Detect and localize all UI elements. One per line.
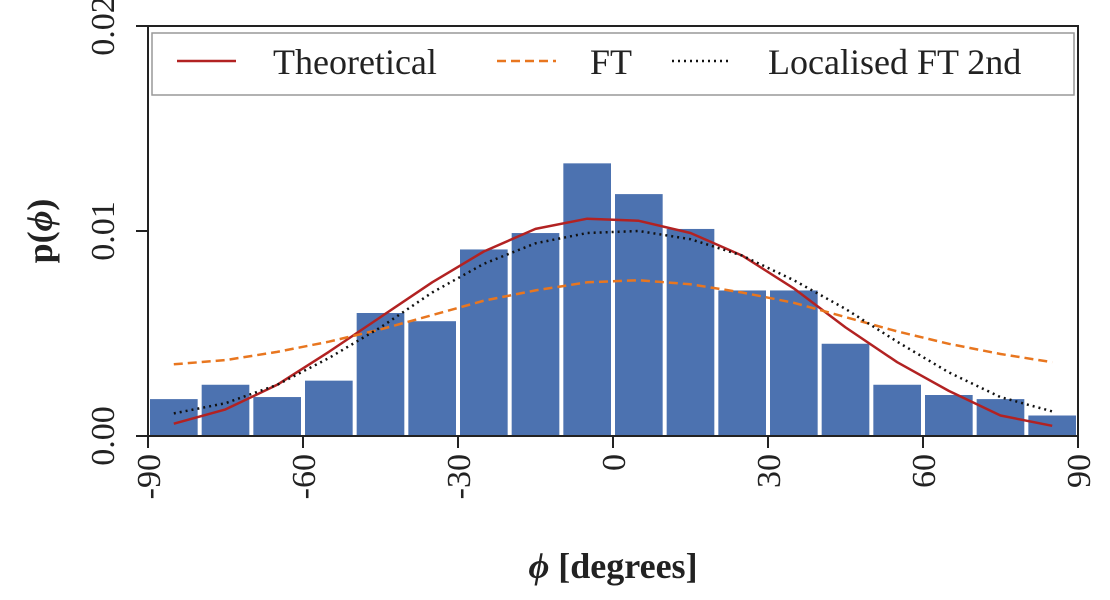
histogram-bar: [821, 343, 870, 436]
y-axis-suffix: ): [20, 199, 60, 211]
y-axis-label: p(ϕ): [20, 199, 60, 264]
x-tick-label: -60: [286, 454, 323, 499]
x-tick-label: 0: [596, 454, 633, 471]
histogram-bar: [511, 233, 560, 436]
histogram-bar: [460, 249, 508, 436]
y-tick-label: 0.02: [85, 0, 122, 56]
histogram-bar: [305, 380, 353, 436]
x-tick-label: 30: [751, 454, 788, 488]
y-axis-symbol: ϕ: [20, 211, 60, 232]
x-tick-label: -30: [441, 454, 478, 499]
histogram-bar: [356, 313, 405, 436]
y-axis-prefix: p(: [20, 231, 60, 263]
histogram-bar: [770, 290, 818, 436]
histogram-bar: [925, 395, 973, 436]
x-tick-label: -90: [131, 454, 168, 499]
histogram-bar: [408, 321, 456, 436]
fit-curves: [173, 217, 1053, 428]
x-axis-unit: [degrees]: [549, 546, 697, 586]
histogram-bar: [150, 399, 198, 436]
x-axis-label: ϕ [degrees]: [528, 546, 697, 586]
histogram-bar: [615, 194, 663, 436]
x-axis-symbol: ϕ: [528, 546, 549, 586]
histogram-bar: [563, 163, 611, 436]
legend-label-localised-ft: Localised FT 2nd: [768, 42, 1021, 82]
series-line-ft: [173, 278, 1053, 366]
series-line-theoretical: [173, 217, 1053, 428]
legend-label-ft: FT: [590, 42, 632, 82]
x-tick-label: 60: [906, 454, 943, 488]
legend-box: [151, 32, 1075, 96]
series-line-localised-ft-2nd: [173, 229, 1053, 415]
x-tick-label: 90: [1061, 454, 1098, 488]
y-tick-label: 0.01: [85, 201, 122, 261]
y-tick-label: 0.00: [85, 406, 122, 466]
legend: Theoretical FT Localised FT 2nd: [151, 32, 1075, 96]
x-axis: -90 -60 -30 0 30 60 90: [131, 436, 1098, 499]
histogram-bar: [718, 290, 766, 436]
histogram-bar: [253, 397, 301, 436]
histogram-bars: [150, 163, 1076, 436]
histogram-bar: [666, 228, 715, 436]
histogram-bar: [873, 384, 921, 436]
legend-label-theoretical: Theoretical: [273, 42, 437, 82]
y-axis: 0.00 0.01 0.02: [85, 0, 148, 466]
